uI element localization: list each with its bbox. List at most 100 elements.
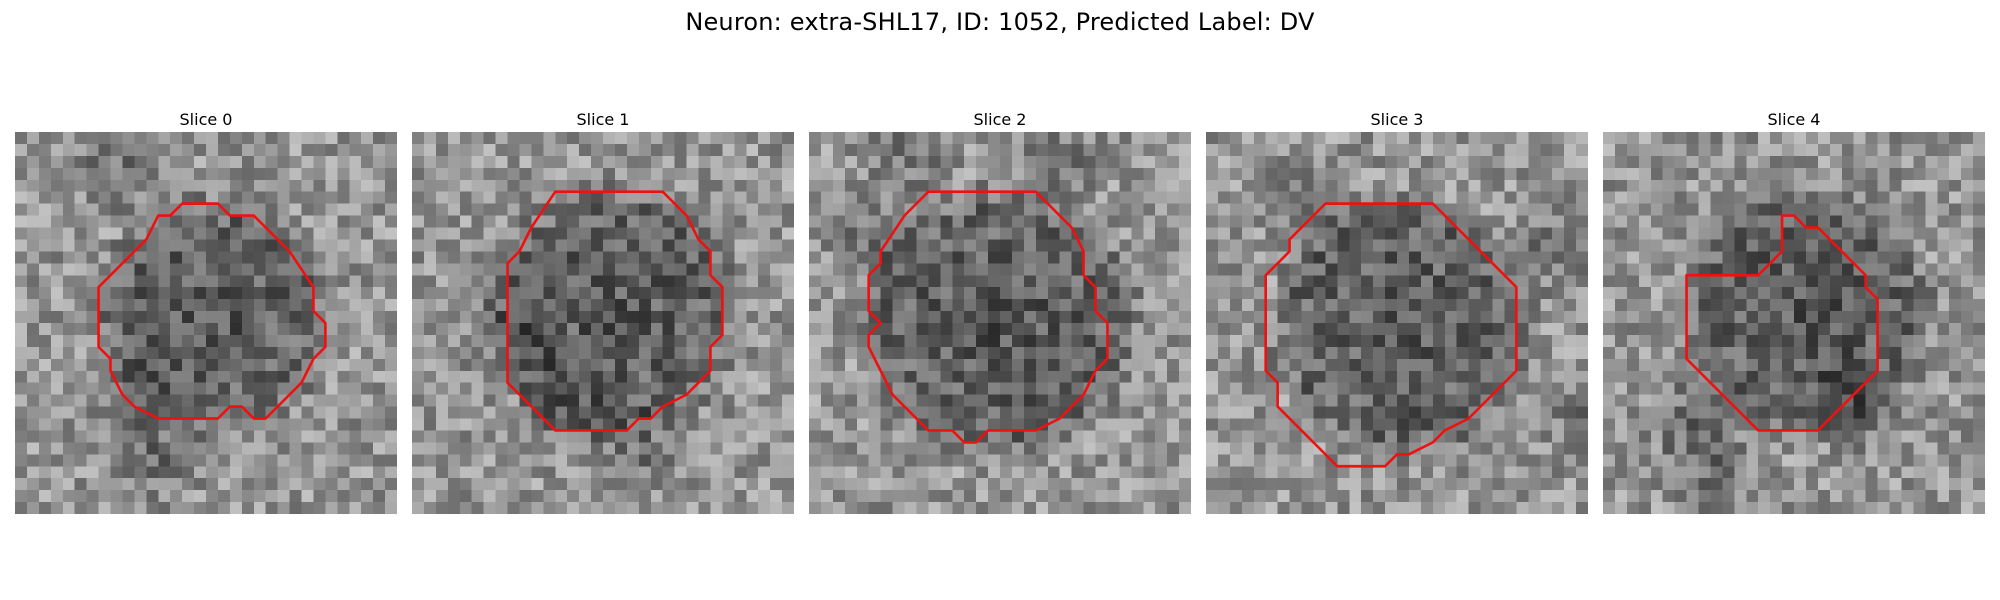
image-pixel <box>1504 323 1517 336</box>
image-pixel <box>1167 299 1180 312</box>
image-pixel <box>650 251 663 264</box>
image-pixel <box>495 287 508 300</box>
image-pixel <box>746 215 759 228</box>
image-pixel <box>579 251 592 264</box>
image-pixel <box>1277 418 1290 431</box>
image-pixel <box>1614 251 1628 264</box>
image-pixel <box>1361 490 1374 503</box>
image-pixel <box>1650 334 1663 348</box>
image-pixel <box>1206 370 1219 383</box>
image-pixel <box>952 490 965 503</box>
image-pixel <box>1480 323 1493 336</box>
image-pixel <box>1420 466 1434 479</box>
image-pixel <box>1686 454 1699 467</box>
image-pixel <box>820 454 834 467</box>
image-pixel <box>1107 370 1120 383</box>
image-pixel <box>1456 287 1469 300</box>
image-pixel <box>1504 299 1517 312</box>
image-pixel <box>988 430 1001 443</box>
image-pixel <box>579 490 592 503</box>
image-pixel <box>662 346 675 360</box>
image-pixel <box>782 167 794 180</box>
image-pixel <box>579 275 592 288</box>
image-pixel <box>1504 287 1517 300</box>
image-pixel <box>603 143 616 157</box>
image-pixel <box>471 334 484 348</box>
image-pixel <box>1289 263 1302 276</box>
image-pixel <box>1361 191 1374 204</box>
image-pixel <box>698 275 711 288</box>
image-pixel <box>1829 227 1842 240</box>
image-pixel <box>62 358 75 371</box>
image-pixel <box>1011 167 1025 180</box>
image-pixel <box>650 370 663 383</box>
image-pixel <box>519 203 532 216</box>
image-pixel <box>1865 275 1878 288</box>
image-pixel <box>650 215 663 228</box>
image-pixel <box>265 323 278 336</box>
image-pixel <box>1337 155 1350 169</box>
image-pixel <box>1397 215 1410 228</box>
image-pixel <box>1746 346 1759 360</box>
slice-title: Slice 3 <box>1370 110 1424 129</box>
image-pixel <box>1047 370 1060 383</box>
image-pixel <box>435 358 449 371</box>
image-pixel <box>1206 454 1219 467</box>
image-pixel <box>74 275 87 288</box>
image-pixel <box>1614 155 1628 169</box>
image-pixel <box>964 454 977 467</box>
image-pixel <box>194 203 207 216</box>
image-pixel <box>349 430 362 443</box>
image-pixel <box>373 490 386 503</box>
image-pixel <box>770 215 783 228</box>
image-pixel <box>229 490 243 503</box>
image-pixel <box>412 418 425 431</box>
image-pixel <box>1071 191 1084 204</box>
image-pixel <box>206 275 219 288</box>
image-pixel <box>1131 418 1144 431</box>
image-pixel <box>698 478 711 491</box>
image-pixel <box>1889 323 1902 336</box>
image-pixel <box>1385 227 1398 240</box>
image-pixel <box>373 323 386 336</box>
image-pixel <box>182 311 195 324</box>
image-pixel <box>1913 442 1926 455</box>
image-pixel <box>1734 155 1747 169</box>
image-pixel <box>373 358 386 371</box>
image-pixel <box>74 239 87 252</box>
image-pixel <box>229 466 243 479</box>
image-pixel <box>265 275 278 288</box>
image-pixel <box>1528 143 1541 157</box>
image-pixel <box>1206 418 1219 431</box>
image-pixel <box>1361 466 1374 479</box>
image-pixel <box>964 299 977 312</box>
image-pixel <box>734 143 747 157</box>
image-pixel <box>265 155 278 169</box>
image-pixel <box>1528 358 1541 371</box>
image-pixel <box>471 430 484 443</box>
image-pixel <box>904 299 917 312</box>
image-pixel <box>1686 346 1699 360</box>
image-pixel <box>98 167 111 180</box>
image-pixel <box>1206 275 1219 288</box>
image-pixel <box>206 311 219 324</box>
image-pixel <box>435 406 449 419</box>
image-pixel <box>1265 334 1278 348</box>
image-pixel <box>1301 239 1314 252</box>
image-pixel <box>1650 215 1663 228</box>
image-pixel <box>62 215 75 228</box>
image-pixel <box>361 287 374 300</box>
image-pixel <box>1492 239 1505 252</box>
image-pixel <box>531 478 544 491</box>
image-pixel <box>253 251 266 264</box>
image-pixel <box>483 370 496 383</box>
image-pixel <box>1913 346 1926 360</box>
image-pixel <box>1241 215 1254 228</box>
image-pixel <box>1119 132 1132 145</box>
image-pixel <box>158 132 171 145</box>
image-pixel <box>325 478 338 491</box>
image-pixel <box>206 251 219 264</box>
image-pixel <box>86 490 99 503</box>
image-pixel <box>483 502 496 514</box>
image-pixel <box>26 346 40 360</box>
